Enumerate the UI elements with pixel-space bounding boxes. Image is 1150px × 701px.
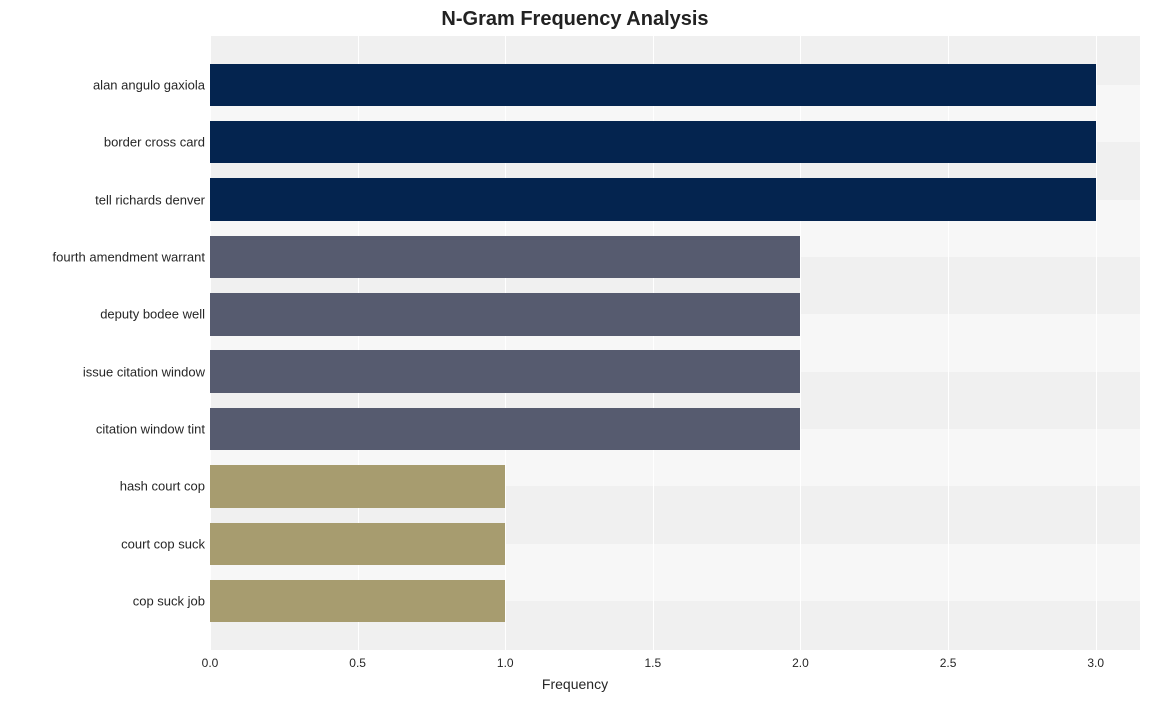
y-tick-label: citation window tint [5,422,205,437]
x-tick-label: 3.0 [1087,656,1104,670]
bar [210,178,1096,220]
y-tick-label: alan angulo gaxiola [5,77,205,92]
y-tick-label: tell richards denver [5,192,205,207]
ngram-chart: N-Gram Frequency Analysis Frequency alan… [0,0,1150,701]
y-tick-label: issue citation window [5,364,205,379]
y-tick-label: court cop suck [5,536,205,551]
bar [210,523,505,565]
x-tick-label: 0.5 [349,656,366,670]
y-tick-label: deputy bodee well [5,307,205,322]
chart-title: N-Gram Frequency Analysis [0,8,1150,31]
grid-vline [1096,36,1097,650]
bar [210,580,505,622]
y-tick-label: border cross card [5,135,205,150]
y-tick-label: fourth amendment warrant [5,249,205,264]
x-tick-label: 0.0 [202,656,219,670]
bar [210,350,800,392]
plot-area [210,36,1140,650]
x-tick-label: 1.0 [497,656,514,670]
x-axis-label: Frequency [0,676,1150,692]
bar [210,293,800,335]
bar [210,465,505,507]
x-tick-label: 2.0 [792,656,809,670]
x-tick-label: 1.5 [645,656,662,670]
y-tick-label: cop suck job [5,594,205,609]
bar [210,236,800,278]
bar [210,408,800,450]
bar [210,121,1096,163]
x-tick-label: 2.5 [940,656,957,670]
bar [210,64,1096,106]
y-tick-label: hash court cop [5,479,205,494]
